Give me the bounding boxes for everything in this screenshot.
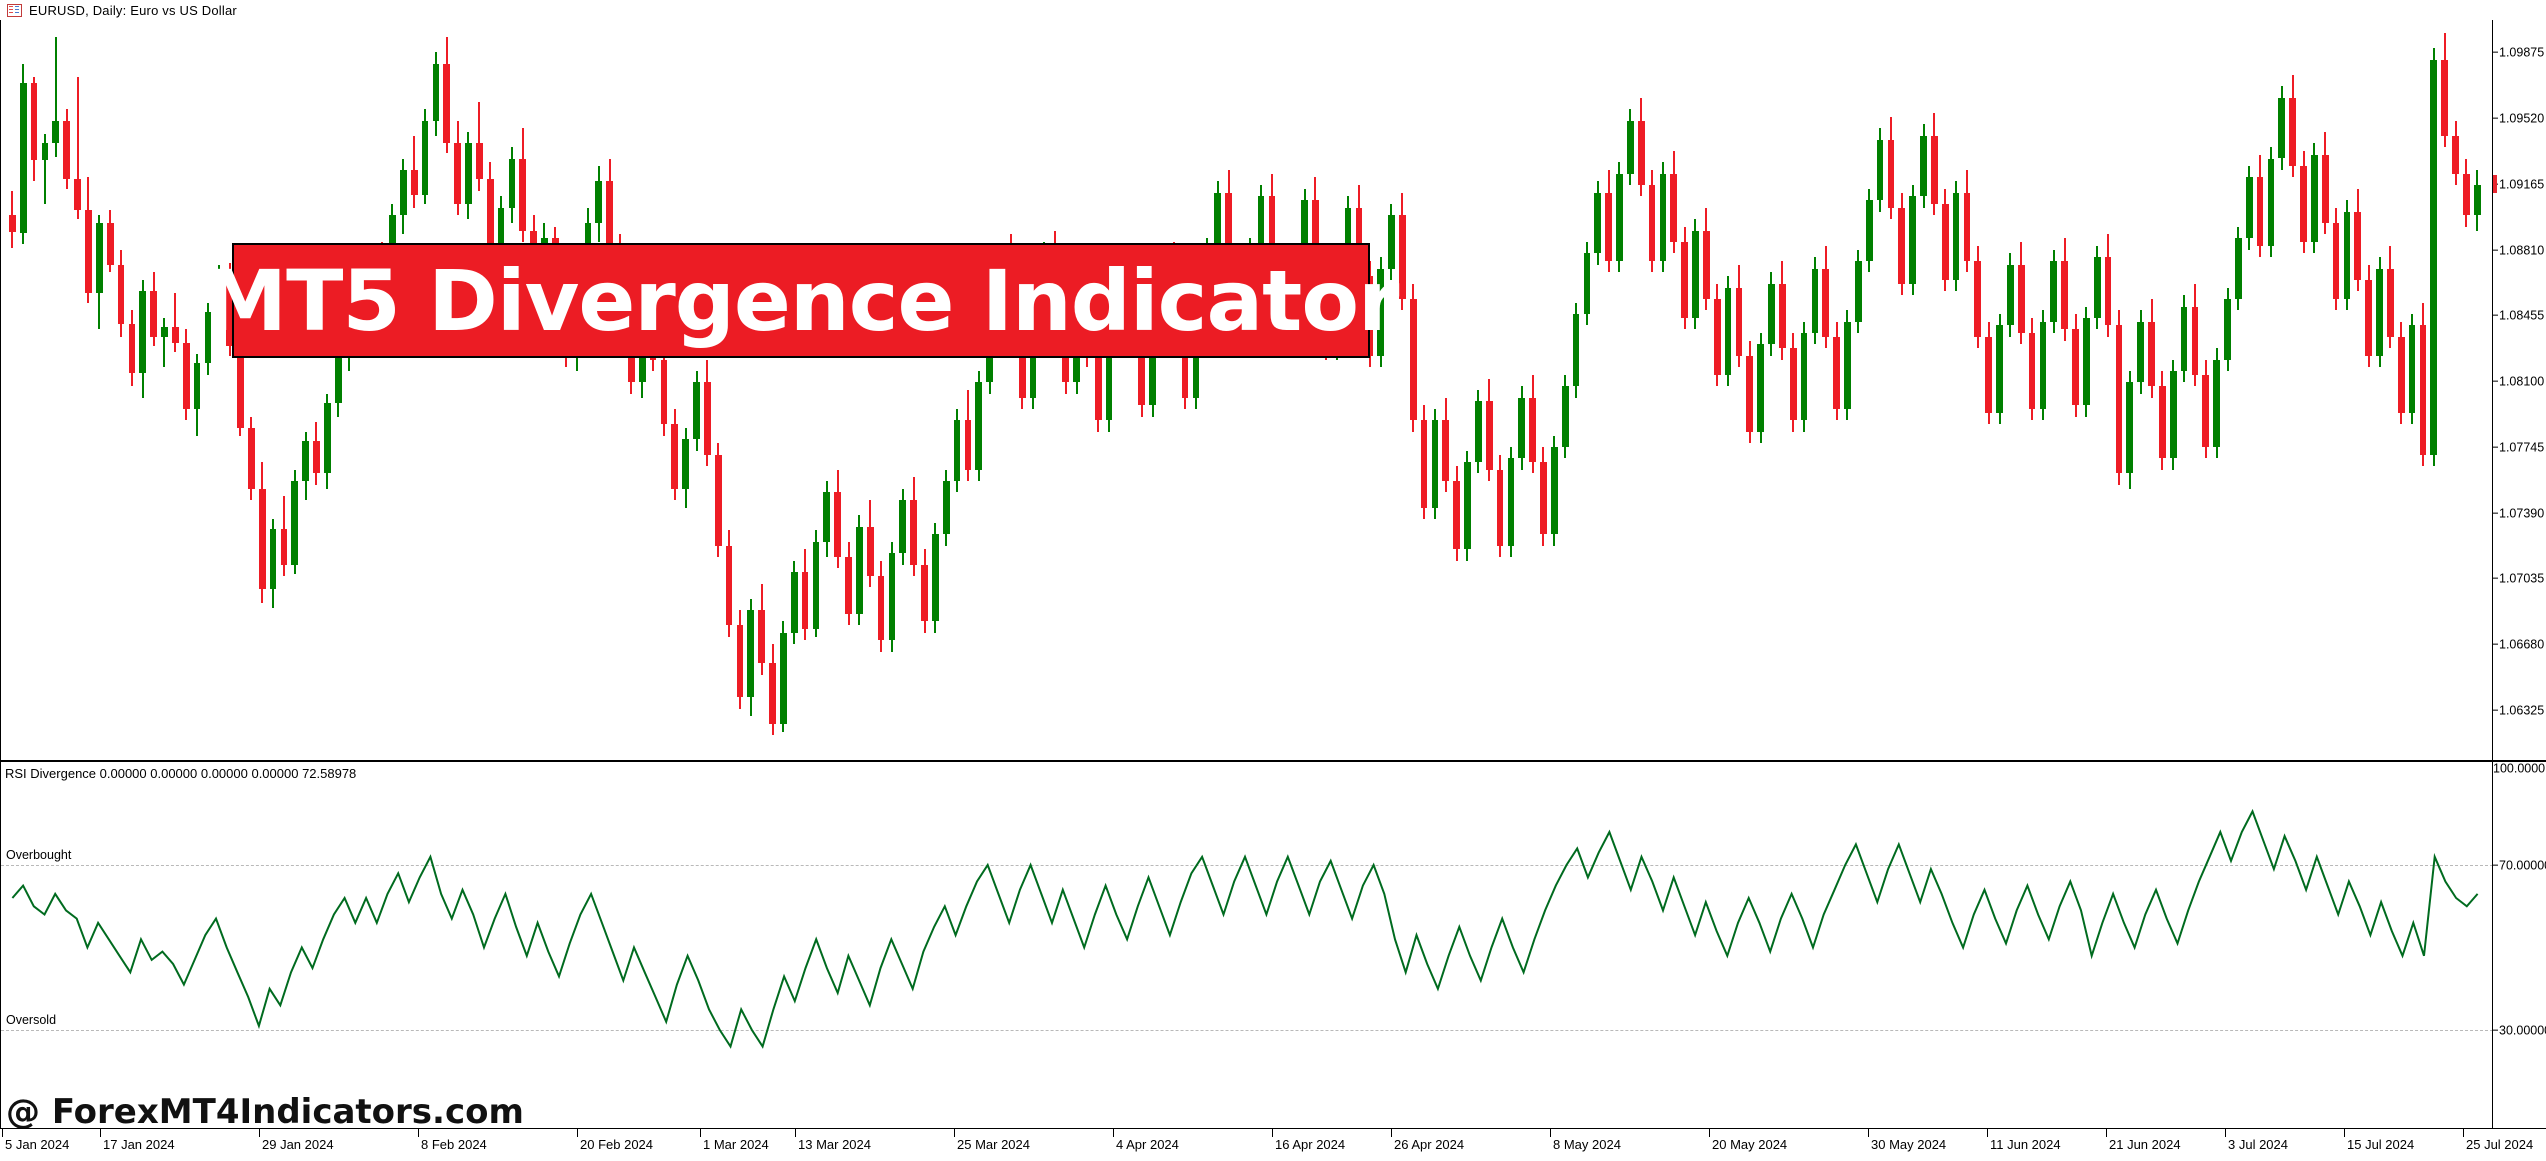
date-axis-tick: [954, 1129, 955, 1137]
date-axis-tick: [1987, 1129, 1988, 1137]
date-axis-label: 13 Mar 2024: [798, 1137, 871, 1152]
date-axis-tick: [577, 1129, 578, 1137]
date-axis-label: 30 May 2024: [1871, 1137, 1947, 1152]
date-axis-label: 5 Jan 2024: [5, 1137, 70, 1152]
date-axis-label: 16 Apr 2024: [1275, 1137, 1346, 1152]
rsi-axis-tick: 70.00000: [2493, 858, 2546, 872]
date-axis-tick: [2344, 1129, 2345, 1137]
oversold-level-line: [1, 1030, 2492, 1031]
date-axis-tick: [259, 1129, 260, 1137]
pane-separator: [0, 760, 2546, 762]
price-axis-tick: 1.08455: [2493, 308, 2544, 322]
date-axis-label: 21 Jun 2024: [2109, 1137, 2181, 1152]
date-axis-label: 11 Jun 2024: [1990, 1137, 2061, 1152]
overbought-label: Overbought: [6, 848, 72, 862]
date-axis-tick: [1709, 1129, 1710, 1137]
price-axis-tick: 1.06680: [2493, 637, 2544, 651]
date-axis-tick: [1550, 1129, 1551, 1137]
site-watermark: @ ForexMT4Indicators.com: [6, 1092, 524, 1132]
date-axis-tick: [700, 1129, 701, 1137]
date-axis-tick: [2, 1129, 3, 1137]
price-axis-tick: 1.07390: [2493, 506, 2544, 520]
date-axis-label: 15 Jul 2024: [2347, 1137, 2415, 1152]
chart-title-bar: EURUSD, Daily: Euro vs US Dollar: [0, 0, 2546, 20]
overbought-level-line: [1, 865, 2492, 866]
rsi-data-window-label: RSI Divergence 0.00000 0.00000 0.00000 0…: [5, 766, 357, 781]
current-price-marker: [2493, 175, 2497, 193]
date-axis-label: 17 Jan 2024: [103, 1137, 175, 1152]
date-axis-tick: [2225, 1129, 2226, 1137]
date-axis-label: 3 Jul 2024: [2228, 1137, 2288, 1152]
date-axis-label: 20 Feb 2024: [580, 1137, 654, 1152]
price-chart-pane[interactable]: [0, 20, 2492, 760]
banner-text: MT5 Divergence Indicator: [203, 251, 1400, 350]
date-axis-label: 8 May 2024: [1553, 1137, 1621, 1152]
price-axis-tick: 1.07035: [2493, 571, 2544, 585]
date-axis-tick: [1391, 1129, 1392, 1137]
date-axis-tick: [1272, 1129, 1273, 1137]
date-axis-tick: [100, 1129, 101, 1137]
title-banner: MT5 Divergence Indicator: [204, 243, 1399, 358]
price-axis-tick: 1.08100: [2493, 374, 2544, 388]
symbol-table-icon: [7, 3, 22, 17]
rsi-axis-tick: 30.00000: [2493, 1023, 2546, 1037]
date-axis-label: 26 Apr 2024: [1394, 1137, 1465, 1152]
date-axis-tick: [2106, 1129, 2107, 1137]
date-axis[interactable]: 5 Jan 2024 17 Jan 2024 29 Jan 2024 8 Feb 20…: [0, 1128, 2546, 1161]
price-axis-tick: 1.09875: [2493, 45, 2544, 59]
date-axis-tick: [795, 1129, 796, 1137]
date-axis-label: 8 Feb 2024: [421, 1137, 487, 1152]
date-axis-label: 29 Jan 2024: [262, 1137, 334, 1152]
rsi-axis[interactable]: 100.0000 70.00000 30.00000: [2492, 761, 2546, 1128]
rsi-line-series: [11, 808, 2479, 1049]
date-axis-tick: [1868, 1129, 1869, 1137]
price-axis[interactable]: 1.09875 1.09520 1.09165 1.08810 1.08455 1.081…: [2492, 20, 2546, 760]
rsi-indicator-pane[interactable]: Overbought Oversold: [0, 762, 2492, 1128]
date-axis-tick: [2463, 1129, 2464, 1137]
chart-title: EURUSD, Daily: Euro vs US Dollar: [29, 2, 237, 18]
price-axis-tick: 1.08810: [2493, 243, 2544, 257]
price-axis-tick: 1.07745: [2493, 440, 2544, 454]
price-axis-tick: 1.09520: [2493, 111, 2544, 125]
date-axis-label: 25 Mar 2024: [957, 1137, 1030, 1152]
date-axis-tick: [418, 1129, 419, 1137]
date-axis-label: 4 Apr 2024: [1116, 1137, 1179, 1152]
price-axis-tick: 1.06325: [2493, 703, 2544, 717]
date-axis-label: 25 Jul 2024: [2466, 1137, 2534, 1152]
rsi-axis-tick: 100.0000: [2493, 761, 2546, 776]
date-axis-label: 20 May 2024: [1712, 1137, 1788, 1152]
oversold-label: Oversold: [6, 1013, 57, 1027]
date-axis-label: 1 Mar 2024: [703, 1137, 769, 1152]
date-axis-tick: [1113, 1129, 1114, 1137]
price-axis-tick: 1.09165: [2493, 177, 2544, 191]
